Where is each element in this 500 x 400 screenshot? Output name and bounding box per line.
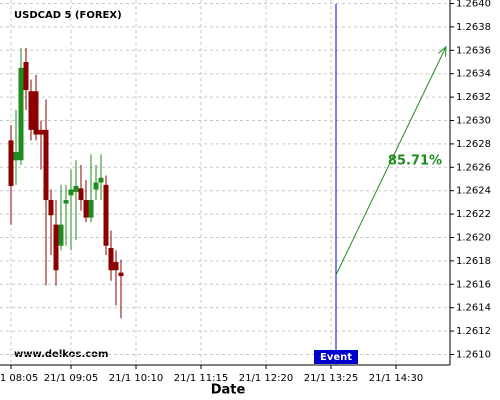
y-tick-label: 1.2634 [456,69,491,80]
candle-body [28,91,34,130]
event-box [314,350,358,364]
event-label: Event [320,352,352,363]
y-tick-label: 1.2624 [456,186,491,197]
x-tick-label: 21/1 08:05 [0,373,38,384]
candle-body [93,182,99,190]
y-tick-label: 1.2620 [456,232,491,243]
y-tick-label: 1.2610 [456,349,491,360]
y-tick-label: 1.2630 [456,115,491,126]
x-tick-label: 21/1 09:05 [44,373,98,384]
chart-title: USDCAD 5 (FOREX) [14,10,122,21]
x-tick-label: 21/1 10:10 [109,373,163,384]
y-tick-label: 1.2628 [456,139,491,150]
candle-body [73,186,79,192]
y-tick-label: 1.2632 [456,92,491,103]
candle-body [8,140,14,187]
arrow-label: 85.71% [388,153,442,168]
candle-body [83,200,89,218]
y-tick-label: 1.2622 [456,209,491,220]
candle-body [108,248,114,271]
candle-body [33,91,39,135]
y-tick-label: 1.2626 [456,162,491,173]
x-tick-label: 21/1 13:25 [304,373,358,384]
candle-body [88,200,94,218]
x-tick-label: 21/1 14:30 [369,373,423,384]
candle-body [18,67,24,161]
y-tick-label: 1.2616 [456,279,491,290]
candle-body [43,129,49,201]
candle-body [13,152,19,161]
y-tick-label: 1.2618 [456,256,491,267]
arrow-head [438,45,447,57]
candle-body [98,177,104,183]
candle-body [113,262,119,271]
candle-body [48,200,54,216]
y-tick-label: 1.2614 [456,303,491,314]
y-tick-label: 1.2638 [456,22,491,33]
y-tick-label: 1.2640 [456,0,491,10]
candle-body [23,62,29,91]
candle-body [58,224,64,246]
x-tick-label: 21/1 11:15 [174,373,228,384]
candle-body [78,188,84,201]
y-tick-label: 1.2636 [456,45,491,56]
candle-body [118,272,124,277]
forecast-arrow [335,46,447,276]
x-tick-label: 21/1 12:20 [239,373,293,384]
x-axis-label: Date [211,383,246,398]
candle-body [103,184,109,246]
candle-body [63,200,69,204]
candle-body [68,189,74,196]
y-tick-label: 1.2612 [456,326,491,337]
candle-body [38,129,44,135]
candle-body [53,224,59,271]
